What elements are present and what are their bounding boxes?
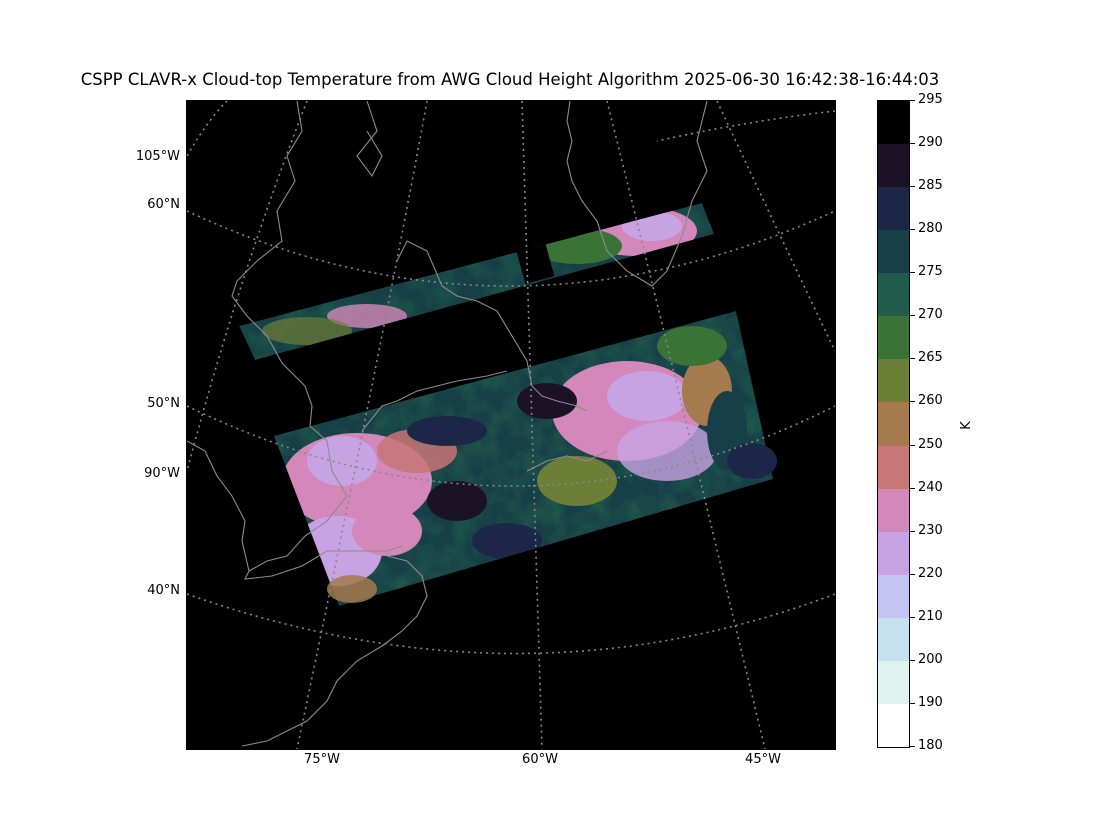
colorbar-segment <box>878 445 909 490</box>
lon-label: 75°W <box>304 752 340 767</box>
colorbar-tick-label: 230 <box>918 522 943 538</box>
colorbar-tick <box>909 143 915 145</box>
colorbar-tick <box>909 272 915 274</box>
colorbar-unit: K <box>958 421 974 430</box>
colorbar-tick <box>909 401 915 403</box>
lat-label: 40°N <box>147 583 180 598</box>
colorbar-tick-label: 190 <box>918 694 943 710</box>
colorbar-segment <box>878 703 909 747</box>
colorbar-segment <box>878 101 909 145</box>
colorbar-tick-label: 250 <box>918 436 943 452</box>
colorbar-tick-label: 180 <box>918 738 943 753</box>
chart-title: CSPP CLAVR-x Cloud-top Temperature from … <box>80 70 940 89</box>
lat-label: 60°N <box>147 197 180 212</box>
cloud-cluster <box>327 575 377 603</box>
colorbar-segment <box>878 316 909 360</box>
colorbar-tick <box>909 358 915 360</box>
lat-label: 50°N <box>147 396 180 411</box>
colorbar-tick <box>909 616 915 618</box>
colorbar-segment <box>878 488 909 533</box>
colorbar-tick-label: 295 <box>918 92 943 107</box>
colorbar-tick-label: 280 <box>918 221 943 237</box>
colorbar-segment <box>878 273 909 317</box>
lon-label: 90°W <box>144 466 180 481</box>
colorbar-tick-label: 265 <box>918 350 943 366</box>
colorbar-tick-label: 270 <box>918 307 943 323</box>
colorbar-tick-label: 290 <box>918 135 943 151</box>
colorbar-tick-label: 210 <box>918 608 943 624</box>
lon-label: 105°W <box>135 149 180 164</box>
colorbar-segment <box>878 187 909 231</box>
colorbar-tick-label: 260 <box>918 393 943 409</box>
map-panel <box>186 100 836 750</box>
cloud-cluster <box>727 443 777 479</box>
colorbar-tick <box>909 229 915 231</box>
colorbar-tick <box>909 315 915 317</box>
colorbar-segment <box>878 402 909 447</box>
lon-label: 45°W <box>745 752 781 767</box>
colorbar-segment <box>878 230 909 274</box>
map-canvas <box>187 101 835 749</box>
coastlines <box>187 101 708 747</box>
colorbar-tick <box>909 659 915 661</box>
colorbar <box>877 100 910 748</box>
colorbar-segment <box>878 531 909 576</box>
colorbar-tick <box>909 186 915 188</box>
colorbar-tick <box>909 444 915 446</box>
colorbar-tick <box>909 746 915 747</box>
colorbar-tick <box>909 100 915 101</box>
colorbar-segment <box>878 359 909 403</box>
colorbar-segment <box>878 660 909 705</box>
colorbar-tick <box>909 573 915 575</box>
colorbar-tick-label: 275 <box>918 264 943 280</box>
colorbar-tick-label: 285 <box>918 178 943 194</box>
lon-label: 60°W <box>522 752 558 767</box>
swath-main <box>274 311 773 606</box>
colorbar-segment <box>878 144 909 188</box>
colorbar-tick <box>909 702 915 704</box>
colorbar-tick <box>909 530 915 532</box>
colorbar-tick-label: 220 <box>918 565 943 581</box>
colorbar-tick <box>909 487 915 489</box>
colorbar-tick-label: 240 <box>918 479 943 495</box>
graticule <box>187 101 835 749</box>
colorbar-segment <box>878 574 909 619</box>
colorbar-segment <box>878 617 909 662</box>
colorbar-tick-label: 200 <box>918 651 943 667</box>
